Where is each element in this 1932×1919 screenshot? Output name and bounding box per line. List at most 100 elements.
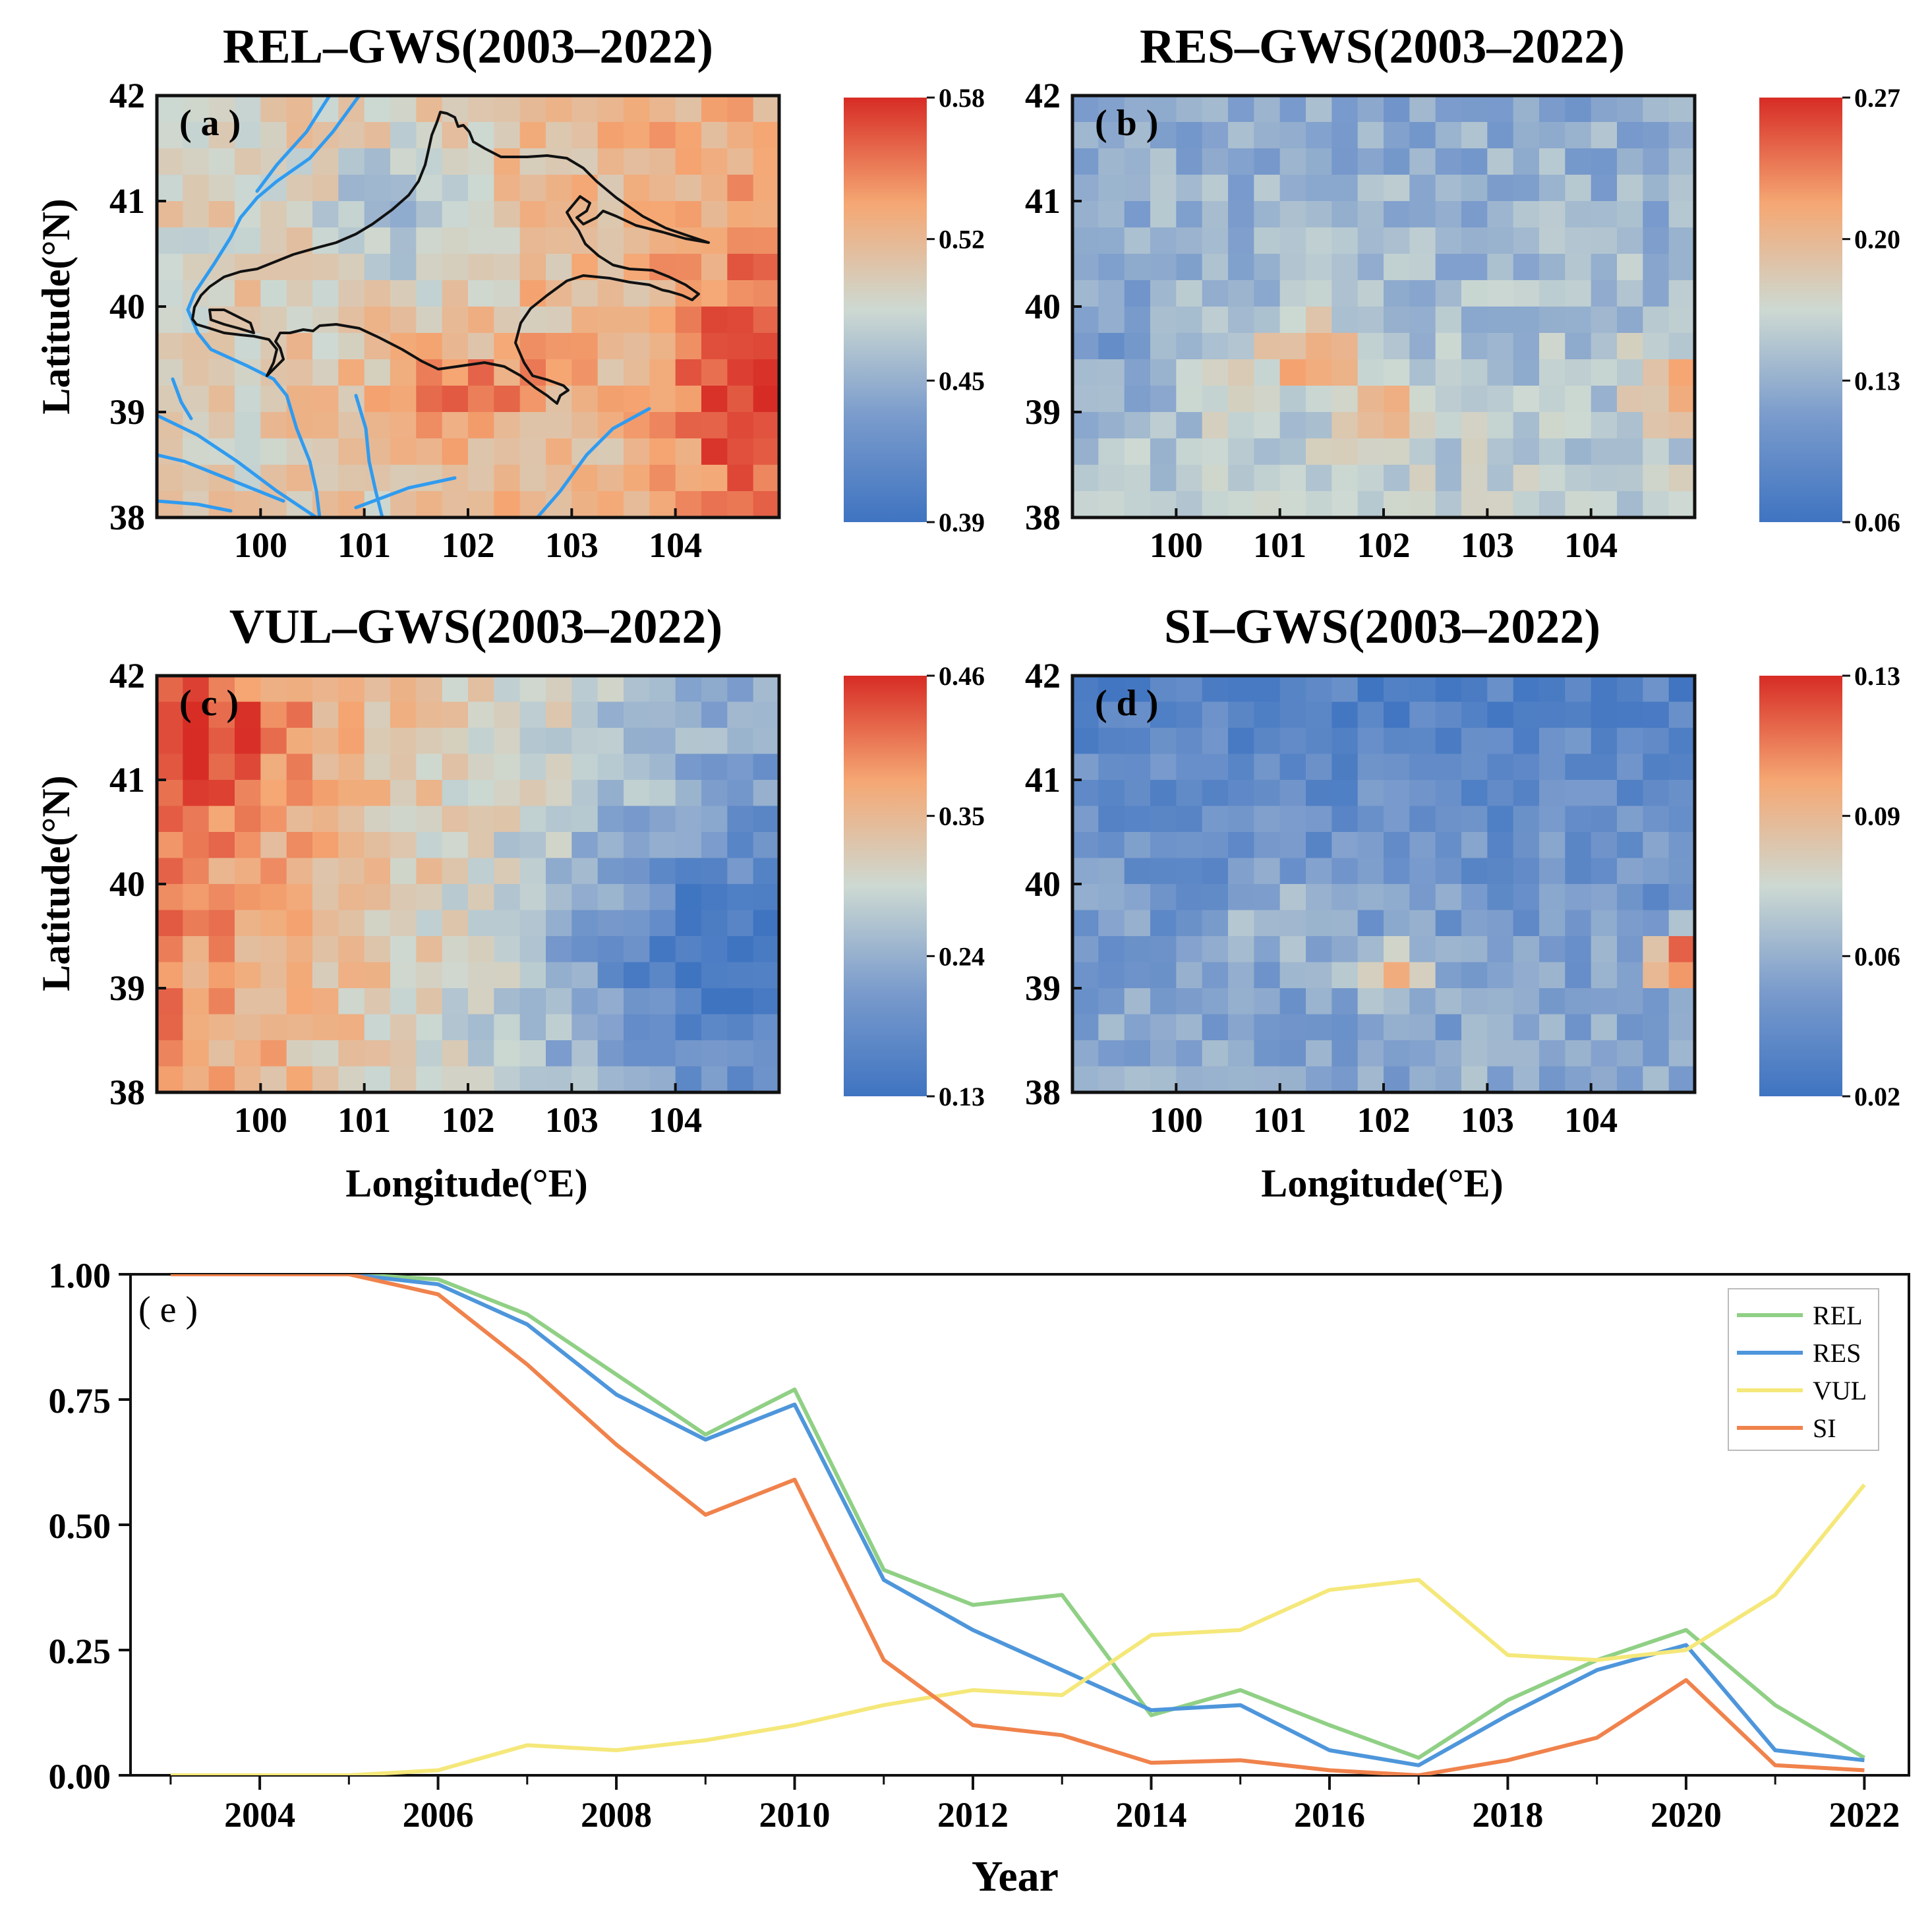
grid-cell (1254, 175, 1281, 202)
colorbar-tick-label: 0.13 (1854, 366, 1900, 396)
grid-cell (1228, 491, 1254, 517)
grid-cell (1539, 333, 1566, 360)
grid-cell (312, 175, 339, 202)
grid-cell (649, 122, 676, 149)
grid-cell (1617, 780, 1643, 807)
grid-cell (1228, 254, 1254, 281)
grid-cell (1150, 307, 1177, 334)
grid-cell (286, 1014, 313, 1041)
grid-cell (1279, 832, 1306, 859)
grid-cell (701, 280, 728, 307)
grid-cell (727, 333, 754, 360)
grid-cell (312, 1040, 339, 1067)
grid-cell (571, 359, 599, 386)
grid-cell (468, 1014, 494, 1041)
grid-cell (1384, 465, 1410, 492)
grid-cell (1539, 832, 1566, 859)
grid-cell (208, 386, 235, 413)
grid-cell (1254, 753, 1281, 781)
grid-cell (727, 307, 754, 334)
grid-cell (571, 96, 599, 123)
panel-b-grid (1072, 96, 1695, 517)
grid-cell (1461, 910, 1488, 937)
grid-cell (1124, 701, 1151, 728)
grid-cell (1228, 753, 1254, 781)
grid-cell (675, 962, 702, 989)
grid-cell (1228, 386, 1254, 413)
grid-cell (364, 753, 391, 781)
grid-cell (1072, 333, 1099, 360)
grid-cell (1150, 806, 1177, 833)
grid-cell (675, 988, 702, 1015)
grid-cell (235, 122, 261, 149)
grid-cell (1306, 936, 1332, 963)
grid-cell (519, 438, 546, 465)
grid-cell (1098, 122, 1125, 149)
panel-b: RES–GWS(2003–2022) 100 101 102 103 104383940… (1025, 20, 1900, 565)
grid-cell (1591, 676, 1618, 703)
grid-cell (157, 753, 183, 781)
grid-cell (312, 728, 339, 755)
grid-cell (649, 1040, 676, 1067)
grid-cell (183, 728, 210, 755)
grid-cell (312, 148, 339, 175)
grid-cell (312, 858, 339, 885)
grid-cell (416, 988, 443, 1015)
series-line-si (170, 1274, 1865, 1775)
grid-cell (416, 280, 443, 307)
grid-cell (338, 254, 365, 281)
grid-cell (649, 96, 676, 123)
grid-cell (571, 832, 599, 859)
grid-cell (727, 988, 754, 1015)
grid-cell (675, 676, 702, 703)
grid-cell (286, 1066, 313, 1092)
grid-cell (312, 333, 339, 360)
panel-d: SI–GWS(2003–2022) 100 101 102 103 1043839404… (1025, 600, 1900, 1205)
grid-cell (260, 780, 287, 807)
grid-cell (260, 122, 287, 149)
grid-cell (1254, 227, 1281, 254)
grid-cell (1306, 753, 1332, 781)
grid-cell (1124, 962, 1151, 989)
grid-cell (157, 910, 183, 937)
grid-cell (727, 412, 754, 439)
grid-cell (364, 122, 391, 149)
grid-cell (1617, 333, 1643, 360)
grid-cell (494, 988, 521, 1015)
grid-cell (1591, 465, 1618, 492)
grid-cell (157, 988, 183, 1015)
grid-cell (519, 884, 546, 911)
grid-cell (208, 806, 235, 833)
panel-a-grid (157, 96, 779, 517)
grid-cell (624, 1040, 650, 1067)
grid-cell (442, 1066, 469, 1092)
grid-cell (1357, 884, 1384, 911)
grid-cell (519, 728, 546, 755)
grid-cell (260, 806, 287, 833)
grid-cell (286, 753, 313, 781)
grid-cell (1409, 806, 1436, 833)
grid-cell (286, 728, 313, 755)
grid-cell (1279, 780, 1306, 807)
grid-cell (1617, 988, 1643, 1015)
grid-cell (235, 491, 261, 517)
grid-cell (624, 1014, 650, 1041)
grid-cell (727, 962, 754, 989)
grid-cell (701, 962, 728, 989)
grid-cell (183, 1066, 210, 1092)
grid-cell (364, 988, 391, 1015)
grid-cell (1513, 201, 1540, 228)
grid-cell (1409, 201, 1436, 228)
grid-cell (519, 1066, 546, 1092)
grid-cell (1228, 676, 1254, 703)
grid-cell (494, 280, 521, 307)
grid-cell (235, 254, 261, 281)
grid-cell (1513, 359, 1540, 386)
x-tick-label: 2018 (1472, 1795, 1543, 1835)
grid-cell (183, 227, 210, 254)
panel-a-basin-outline (191, 111, 710, 405)
grid-cell (1279, 962, 1306, 989)
x-tick-label: 101 (1253, 525, 1306, 565)
grid-cell (546, 1014, 572, 1041)
